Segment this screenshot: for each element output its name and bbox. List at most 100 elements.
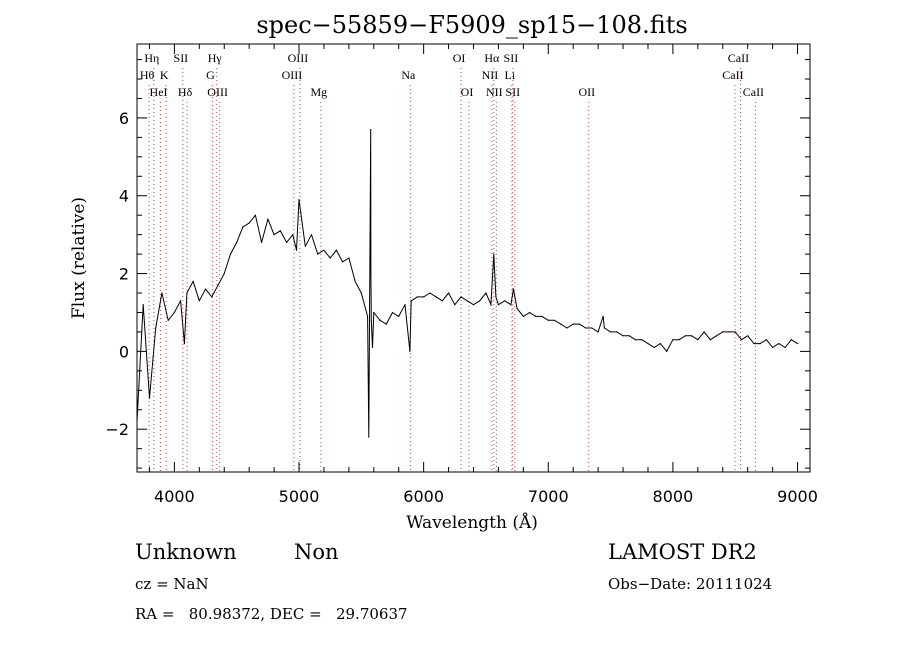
spectrum-point <box>616 331 618 333</box>
y-tick-label: 0 <box>119 342 129 361</box>
spectrum-point <box>597 331 599 333</box>
spectrum-point <box>298 199 300 201</box>
spectrum-point <box>429 292 431 294</box>
spectrum-point <box>348 257 350 259</box>
spectrum-point <box>167 319 169 321</box>
x-tick-label: 9000 <box>777 487 818 506</box>
spectrum-point <box>740 339 743 341</box>
spectral-line-label: SII <box>174 51 189 65</box>
spectrum-point <box>722 331 724 333</box>
spectrum-point <box>229 253 232 255</box>
spectrum-point <box>367 315 369 317</box>
spectrum-point <box>286 241 288 243</box>
spectrum-point <box>490 304 492 306</box>
spectrum-point <box>512 288 515 290</box>
x-tick-label: 6000 <box>403 487 444 506</box>
spectrum-point <box>634 339 637 341</box>
spectrum-point <box>292 234 294 236</box>
survey-release: LAMOST DR2 <box>608 540 757 564</box>
spectrum-point <box>566 327 568 329</box>
spectral-line-label: Na <box>401 68 416 82</box>
spectrum-point <box>765 339 768 341</box>
spectrum-point <box>410 300 412 302</box>
spectral-line-label: OIII <box>207 85 228 99</box>
spectrum-point <box>360 292 362 294</box>
spectrum-point <box>416 296 418 298</box>
spectrum-point <box>535 315 537 317</box>
spectrum-point <box>703 331 705 333</box>
spectrum-point <box>279 230 281 232</box>
spectrum-point <box>295 249 298 251</box>
spectrum-point <box>585 327 587 329</box>
spectrum-point <box>173 311 175 314</box>
spectrum-point <box>715 335 718 337</box>
spectrum-point <box>659 343 662 345</box>
spectrum-point <box>335 249 337 251</box>
spectrum-point <box>603 327 606 329</box>
spectrum-point <box>180 300 182 302</box>
spectrum-point <box>510 304 512 306</box>
spectrum-point <box>466 300 468 302</box>
spectrum-point <box>541 315 543 317</box>
spectrum-point <box>370 319 372 321</box>
y-tick-label: 2 <box>119 265 129 284</box>
spectrum-point <box>371 346 374 349</box>
spectrum-point <box>423 296 425 298</box>
spectrum-point <box>248 222 250 224</box>
spectrum-point <box>529 311 531 314</box>
spectrum-point <box>370 129 372 131</box>
spectrum-point <box>497 304 499 306</box>
y-axis-title: Flux (relative) <box>69 197 89 319</box>
spectrum-point <box>684 335 687 337</box>
spectrum-point <box>784 346 786 349</box>
spectral-line-label: Hγ <box>208 51 223 65</box>
spectrum-point <box>591 327 593 329</box>
spectrum-point <box>790 339 792 341</box>
spectrum-point <box>628 335 630 337</box>
spectrum-point <box>254 214 256 216</box>
spectrum-point <box>753 343 755 345</box>
spectrum-point <box>192 280 194 282</box>
spectral-line-label: SII <box>504 51 519 65</box>
spectral-line-label: Li <box>505 68 516 82</box>
axis-ticks: 4000 5000 6000 7000 8000 9000 −2 0 2 4 6 <box>105 44 818 506</box>
spectrum-point <box>142 304 144 306</box>
spectrum-point <box>354 280 356 282</box>
spectrum-point <box>666 350 668 352</box>
spectrum-point <box>734 331 736 333</box>
spectrum-point <box>602 315 604 317</box>
spectral-line-label: Hθ <box>140 68 155 82</box>
spectrum-point <box>211 296 213 298</box>
spectrum-point <box>796 343 799 345</box>
spectrum-point <box>547 319 549 321</box>
object-class: Unknown <box>135 540 237 564</box>
spectrum-point <box>493 253 495 255</box>
x-tick-label: 7000 <box>528 487 569 506</box>
spectral-line-label: G <box>206 68 215 82</box>
spectrum-point <box>697 339 699 341</box>
spectral-line-label: OIII <box>282 68 303 82</box>
spectrum-point <box>672 339 674 341</box>
spectral-line-label: OI <box>461 85 474 99</box>
spectrum-series <box>136 129 799 438</box>
x-tick-label: 8000 <box>653 487 694 506</box>
spectral-line-label: K <box>160 68 169 82</box>
spectral-line-label: CaII <box>743 85 764 99</box>
spectrum-point <box>472 304 475 306</box>
spectrum-point <box>370 273 372 275</box>
spectrum-point <box>342 261 344 263</box>
ra-dec-coordinates: RA = 80.98372, DEC = 29.70637 <box>135 605 408 623</box>
spectrum-point <box>772 346 774 349</box>
spectral-line-label: OIII <box>288 51 309 65</box>
plot-frame <box>136 43 811 473</box>
spectrum-point <box>441 300 443 302</box>
spectrum-point <box>217 284 219 286</box>
spectrum-point <box>317 253 319 255</box>
spectrum-point <box>578 323 581 325</box>
spectrum-point <box>610 331 612 333</box>
spectrum-point <box>778 343 780 345</box>
spectrum-point <box>183 343 185 345</box>
y-tick-label: 6 <box>119 109 129 128</box>
spectrum-point <box>391 311 394 314</box>
spectrum-point <box>310 234 313 236</box>
